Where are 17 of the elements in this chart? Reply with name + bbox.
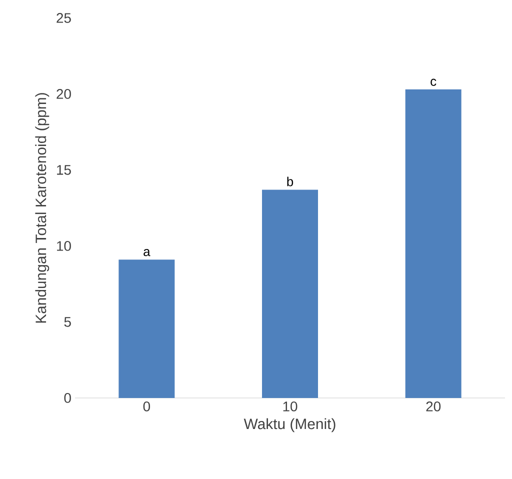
x-tick-label: 20 [426, 401, 441, 412]
y-tick-label: 20 [56, 89, 71, 99]
x-axis-title: Waktu (Menit) [244, 418, 336, 432]
bar [262, 190, 318, 398]
y-tick-label: 25 [56, 13, 71, 23]
annotation: c [430, 78, 436, 86]
y-tick-label: 5 [64, 317, 71, 327]
x-tick-label: 10 [283, 401, 298, 412]
y-tick-label: 10 [57, 241, 71, 251]
bar [118, 260, 175, 398]
x-tick-label: 0 [143, 401, 150, 412]
y-axis-title: Kandungan Total Karotenoid (ppm) [35, 93, 50, 323]
y-tick-label: 15 [57, 165, 71, 175]
annotation: b [287, 176, 294, 186]
bar [405, 89, 462, 398]
y-tick-label: 0 [64, 393, 71, 403]
annotation: a [144, 249, 150, 256]
